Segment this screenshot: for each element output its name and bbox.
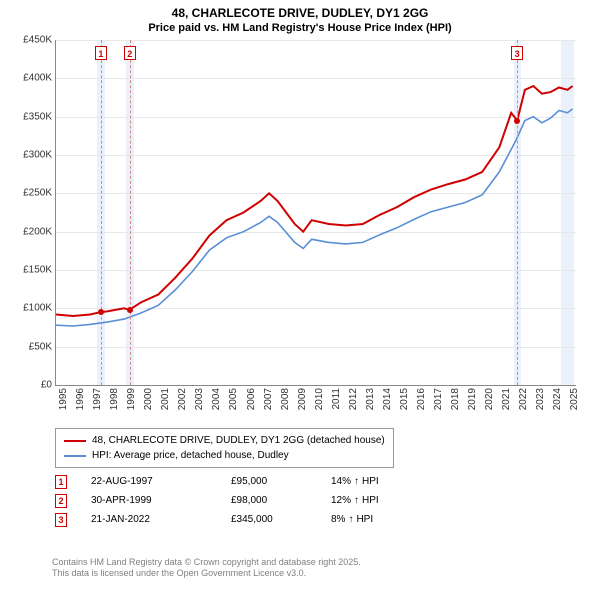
x-tick-label: 1997	[92, 388, 103, 420]
x-tick-label: 2020	[484, 388, 495, 420]
x-tick-label: 2017	[433, 388, 444, 420]
sale-pct: 14% ↑ HPI	[331, 472, 401, 491]
x-tick-label: 2000	[143, 388, 154, 420]
x-tick-label: 2003	[194, 388, 205, 420]
x-tick-label: 2019	[467, 388, 478, 420]
sale-date: 22-AUG-1997	[91, 472, 231, 491]
sale-point	[514, 118, 520, 124]
x-tick-label: 2009	[297, 388, 308, 420]
y-tick-label: £150K	[4, 265, 52, 276]
x-tick-label: 2011	[331, 388, 342, 420]
arrow-up-icon: ↑	[354, 472, 359, 491]
sale-price: £345,000	[231, 510, 331, 529]
sale-marker-3: 3	[511, 46, 523, 60]
series-svg	[56, 40, 576, 385]
x-tick-label: 2021	[501, 388, 512, 420]
footer: Contains HM Land Registry data © Crown c…	[52, 557, 361, 580]
sale-marker-1: 1	[95, 46, 107, 60]
series-hpi	[56, 109, 573, 326]
sale-index-box: 2	[55, 494, 67, 508]
sale-vline	[517, 40, 518, 385]
sale-row: 3 21-JAN-2022£345,0008% ↑ HPI	[55, 510, 401, 529]
sale-row: 2 30-APR-1999£98,00012% ↑ HPI	[55, 491, 401, 510]
sale-point	[127, 307, 133, 313]
series-price_paid	[56, 86, 573, 316]
y-tick-label: £450K	[4, 35, 52, 46]
sale-date: 21-JAN-2022	[91, 510, 231, 529]
sale-price: £95,000	[231, 472, 331, 491]
x-tick-label: 2013	[365, 388, 376, 420]
sale-index-box: 3	[55, 513, 67, 527]
legend-swatch	[64, 440, 86, 442]
x-tick-label: 2015	[399, 388, 410, 420]
legend-item: 48, CHARLECOTE DRIVE, DUDLEY, DY1 2GG (d…	[64, 433, 385, 448]
legend-label: 48, CHARLECOTE DRIVE, DUDLEY, DY1 2GG (d…	[92, 433, 385, 448]
sale-row: 1 22-AUG-1997£95,00014% ↑ HPI	[55, 472, 401, 491]
x-tick-label: 1998	[109, 388, 120, 420]
legend-swatch	[64, 455, 86, 457]
sale-pct: 8% ↑ HPI	[331, 510, 401, 529]
x-tick-label: 1999	[126, 388, 137, 420]
y-tick-label: £200K	[4, 226, 52, 237]
sale-point	[98, 309, 104, 315]
legend-item: HPI: Average price, detached house, Dudl…	[64, 448, 385, 463]
x-tick-label: 1996	[75, 388, 86, 420]
x-tick-label: 2005	[228, 388, 239, 420]
title-line1: 48, CHARLECOTE DRIVE, DUDLEY, DY1 2GG	[0, 0, 600, 22]
x-tick-label: 2022	[518, 388, 529, 420]
legend-label: HPI: Average price, detached house, Dudl…	[92, 448, 289, 463]
y-tick-label: £350K	[4, 111, 52, 122]
x-tick-label: 2018	[450, 388, 461, 420]
sale-date: 30-APR-1999	[91, 491, 231, 510]
sales-table: 1 22-AUG-1997£95,00014% ↑ HPI 2 30-APR-1999…	[55, 472, 401, 529]
x-tick-label: 1995	[58, 388, 69, 420]
arrow-up-icon: ↑	[354, 491, 359, 510]
legend: 48, CHARLECOTE DRIVE, DUDLEY, DY1 2GG (d…	[55, 428, 394, 468]
y-tick-label: £250K	[4, 188, 52, 199]
title-line2: Price paid vs. HM Land Registry's House …	[0, 22, 600, 36]
x-tick-label: 2014	[382, 388, 393, 420]
sale-index-box: 1	[55, 475, 67, 489]
y-tick-label: £400K	[4, 73, 52, 84]
x-tick-label: 2006	[246, 388, 257, 420]
x-tick-label: 2024	[552, 388, 563, 420]
chart-container: 48, CHARLECOTE DRIVE, DUDLEY, DY1 2GG Pr…	[0, 0, 600, 590]
y-tick-label: £50K	[4, 341, 52, 352]
x-tick-label: 2001	[160, 388, 171, 420]
footer-line2: This data is licensed under the Open Gov…	[52, 568, 306, 578]
x-tick-label: 2012	[348, 388, 359, 420]
sale-vline	[101, 40, 102, 385]
plot-area: 1 2 3	[55, 40, 576, 386]
arrow-up-icon: ↑	[348, 510, 353, 529]
x-tick-label: 2007	[263, 388, 274, 420]
x-tick-label: 2002	[177, 388, 188, 420]
x-tick-label: 2008	[280, 388, 291, 420]
y-tick-label: £0	[4, 380, 52, 391]
x-tick-label: 2010	[314, 388, 325, 420]
footer-line1: Contains HM Land Registry data © Crown c…	[52, 557, 361, 567]
sale-price: £98,000	[231, 491, 331, 510]
y-tick-label: £300K	[4, 150, 52, 161]
x-tick-label: 2016	[416, 388, 427, 420]
sale-pct: 12% ↑ HPI	[331, 491, 401, 510]
y-tick-label: £100K	[4, 303, 52, 314]
sale-marker-2: 2	[124, 46, 136, 60]
x-tick-label: 2023	[535, 388, 546, 420]
x-tick-label: 2004	[211, 388, 222, 420]
sale-vline	[130, 40, 131, 385]
x-tick-label: 2025	[569, 388, 580, 420]
